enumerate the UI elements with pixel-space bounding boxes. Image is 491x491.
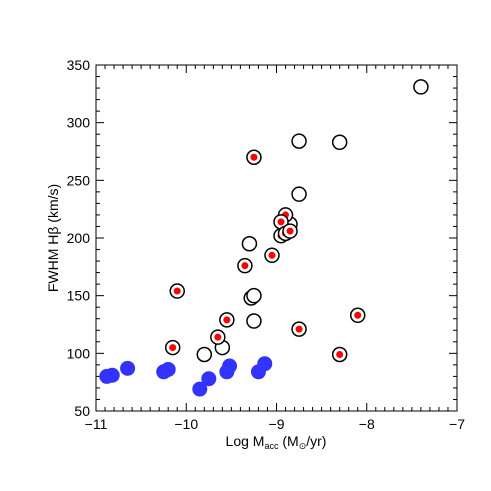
x-tick-label: −10: [174, 416, 198, 432]
red-dot-marker: [286, 227, 294, 235]
filled-data-point: [120, 360, 136, 376]
open-data-point: [331, 134, 348, 151]
filled-data-point: [160, 361, 176, 377]
open-data-point: [413, 79, 429, 95]
red-dot-marker: [354, 311, 362, 319]
filled-data-point: [222, 358, 238, 374]
x-tick-label: −8: [359, 416, 375, 432]
x-label-sub: acc: [264, 441, 279, 451]
open-data-point: [196, 346, 213, 363]
red-dot-marker: [223, 316, 231, 324]
y-tick-label: 300: [67, 115, 91, 131]
open-data-point: [241, 236, 258, 252]
red-dot-marker: [169, 344, 177, 352]
red-dot-marker: [214, 333, 222, 341]
y-tick-label: 200: [67, 230, 91, 246]
red-dot-marker: [173, 287, 181, 295]
open-data-point: [246, 287, 262, 304]
red-dot-marker: [250, 153, 258, 161]
x-tick-label: −9: [269, 416, 285, 432]
red-dot-marker: [241, 262, 249, 270]
open-data-point: [291, 186, 307, 202]
x-axis-label: Log Macc (M⊙/yr): [226, 433, 327, 451]
y-tick-label: 250: [67, 172, 91, 188]
filled-data-point: [104, 367, 120, 383]
y-tick-label: 100: [67, 345, 91, 361]
filled-data-point: [192, 381, 208, 397]
axis-ticks: [95, 64, 458, 412]
y-tick-label: 350: [67, 57, 91, 73]
y-axis-label: FWHM Hβ (km/s): [45, 184, 61, 292]
red-dot-marker: [268, 251, 276, 259]
open-data-point: [246, 313, 262, 329]
y-tick-label: 50: [74, 403, 90, 419]
red-dot-marker: [295, 325, 303, 333]
filled-data-point: [257, 356, 273, 372]
open-data-point: [291, 133, 307, 149]
x-label-prefix: Log M: [226, 433, 265, 449]
x-label-sun-sub: ⊙: [299, 441, 307, 451]
y-tick-label: 150: [67, 288, 91, 304]
x-label-open: (M: [278, 433, 298, 449]
red-dot-marker: [277, 218, 285, 226]
x-tick-label: −7: [449, 416, 465, 432]
data-points: [99, 79, 429, 397]
tick-labels: −11 −10 −9 −8 −7 50 100 150 200 250 300 350: [67, 57, 466, 432]
red-dot-marker: [336, 350, 344, 358]
x-tick-label: −11: [85, 416, 108, 432]
x-label-close: /yr): [306, 433, 326, 449]
filled-data-point: [201, 371, 217, 387]
